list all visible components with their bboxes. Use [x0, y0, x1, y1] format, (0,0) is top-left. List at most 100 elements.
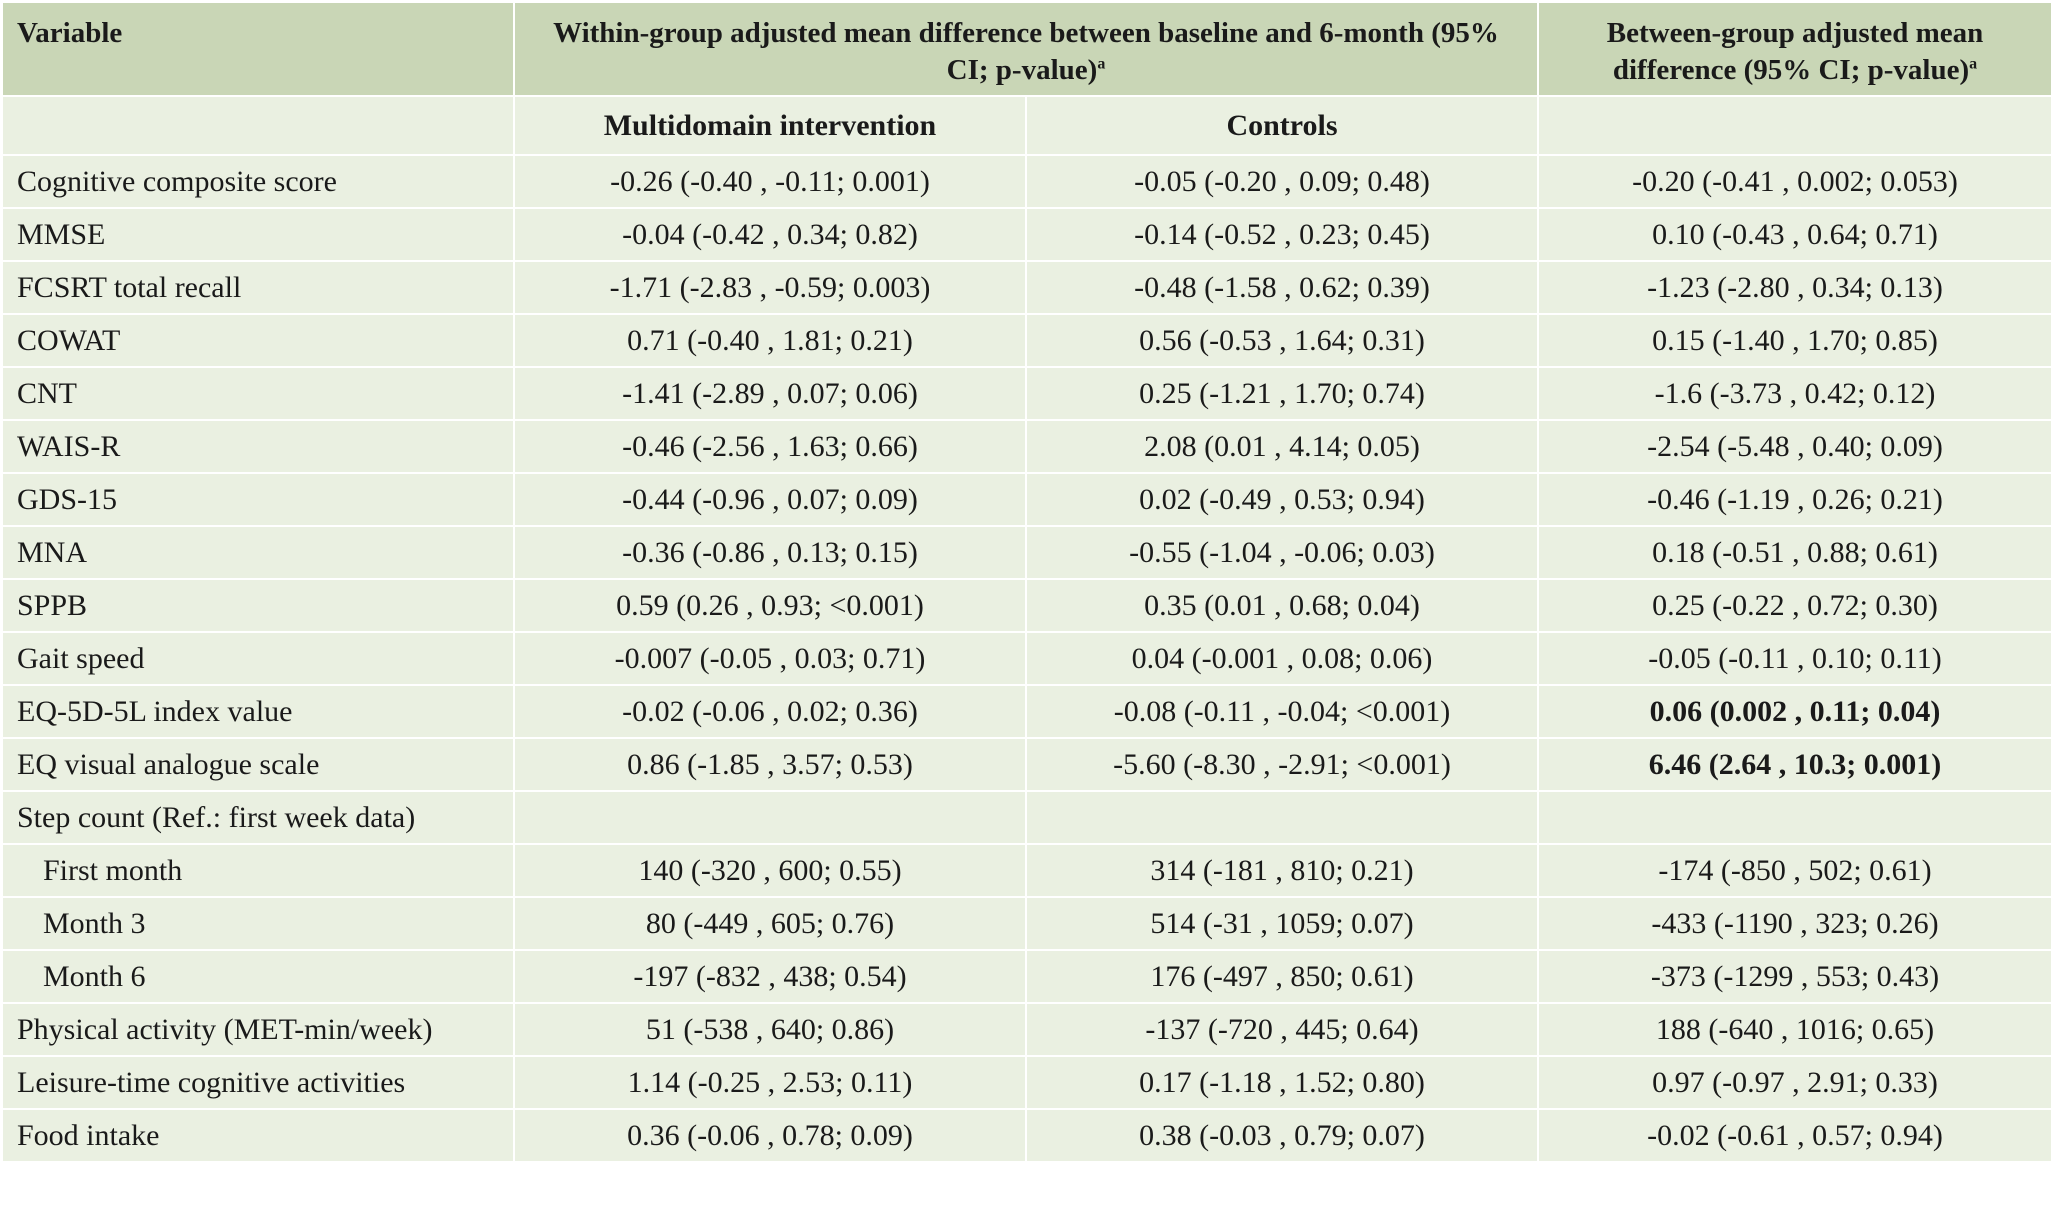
cell-intervention: -1.71 (-2.83 , -0.59; 0.003): [513, 260, 1027, 315]
row-label: FCSRT total recall: [1, 260, 515, 315]
row-label: EQ visual analogue scale: [1, 737, 515, 792]
cell-intervention: 1.14 (-0.25 , 2.53; 0.11): [513, 1055, 1027, 1110]
table-row: Food intake 0.36 (-0.06 , 0.78; 0.09) 0.38…: [1, 1108, 2052, 1163]
row-label: Food intake: [1, 1108, 515, 1163]
cell-controls: 0.35 (0.01 , 0.68; 0.04): [1025, 578, 1539, 633]
subheader-controls: Controls: [1025, 95, 1539, 156]
cell-between: 6.46 (2.64 , 10.3; 0.001): [1537, 737, 2052, 792]
cell-between: 0.97 (-0.97 , 2.91; 0.33): [1537, 1055, 2052, 1110]
row-label: MNA: [1, 525, 515, 580]
cell-controls: 2.08 (0.01 , 4.14; 0.05): [1025, 419, 1539, 474]
cell-controls: -0.05 (-0.20 , 0.09; 0.48): [1025, 154, 1539, 209]
table-row: WAIS-R -0.46 (-2.56 , 1.63; 0.66) 2.08 (0.…: [1, 419, 2052, 474]
cell-intervention: -0.26 (-0.40 , -0.11; 0.001): [513, 154, 1027, 209]
row-label: COWAT: [1, 313, 515, 368]
table-row: Step count (Ref.: first week data): [1, 790, 2052, 845]
cell-between: [1537, 790, 2052, 845]
cell-between: -174 (-850 , 502; 0.61): [1537, 843, 2052, 898]
table-row: MMSE -0.04 (-0.42 , 0.34; 0.82) -0.14 (-0.…: [1, 207, 2052, 262]
cell-between: -0.20 (-0.41 , 0.002; 0.053): [1537, 154, 2052, 209]
cell-intervention: -0.46 (-2.56 , 1.63; 0.66): [513, 419, 1027, 474]
footnote-marker-within: a: [1097, 55, 1106, 73]
table-row: GDS-15 -0.44 (-0.96 , 0.07; 0.09) 0.02 (-0…: [1, 472, 2052, 527]
row-label: Physical activity (MET-min/week): [1, 1002, 515, 1057]
subheader-empty: [1, 95, 515, 156]
cell-controls: -0.14 (-0.52 , 0.23; 0.45): [1025, 207, 1539, 262]
table-row: SPPB 0.59 (0.26 , 0.93; <0.001) 0.35 (0.01…: [1, 578, 2052, 633]
cell-controls: -0.08 (-0.11 , -0.04; <0.001): [1025, 684, 1539, 739]
table-row: Leisure-time cognitive activities 1.14 (-…: [1, 1055, 2052, 1110]
row-label: Gait speed: [1, 631, 515, 686]
cell-between: -2.54 (-5.48 , 0.40; 0.09): [1537, 419, 2052, 474]
header-row: Variable Within-group adjusted mean diff…: [1, 1, 2052, 97]
row-label: EQ-5D-5L index value: [1, 684, 515, 739]
row-label: First month: [1, 843, 515, 898]
cell-between: -0.46 (-1.19 , 0.26; 0.21): [1537, 472, 2052, 527]
cell-controls: 0.02 (-0.49 , 0.53; 0.94): [1025, 472, 1539, 527]
row-label: Month 3: [1, 896, 515, 951]
subheader-empty-between: [1537, 95, 2052, 156]
cell-controls: -0.55 (-1.04 , -0.06; 0.03): [1025, 525, 1539, 580]
cell-intervention: 80 (-449 , 605; 0.76): [513, 896, 1027, 951]
cell-between: 0.25 (-0.22 , 0.72; 0.30): [1537, 578, 2052, 633]
cell-controls: 0.17 (-1.18 , 1.52; 0.80): [1025, 1055, 1539, 1110]
cell-between: 0.10 (-0.43 , 0.64; 0.71): [1537, 207, 2052, 262]
cell-between: -433 (-1190 , 323; 0.26): [1537, 896, 2052, 951]
cell-between: 0.15 (-1.40 , 1.70; 0.85): [1537, 313, 2052, 368]
cell-between: -373 (-1299 , 553; 0.43): [1537, 949, 2052, 1004]
row-label: Step count (Ref.: first week data): [1, 790, 515, 845]
cell-controls: 0.56 (-0.53 , 1.64; 0.31): [1025, 313, 1539, 368]
cell-controls: -0.48 (-1.58 , 0.62; 0.39): [1025, 260, 1539, 315]
cell-controls: 514 (-31 , 1059; 0.07): [1025, 896, 1539, 951]
row-label: MMSE: [1, 207, 515, 262]
cell-intervention: 51 (-538 , 640; 0.86): [513, 1002, 1027, 1057]
cell-intervention: -0.44 (-0.96 , 0.07; 0.09): [513, 472, 1027, 527]
cell-intervention: -0.36 (-0.86 , 0.13; 0.15): [513, 525, 1027, 580]
cell-intervention: 0.36 (-0.06 , 0.78; 0.09): [513, 1108, 1027, 1163]
cell-between: 188 (-640 , 1016; 0.65): [1537, 1002, 2052, 1057]
cell-intervention: 0.86 (-1.85 , 3.57; 0.53): [513, 737, 1027, 792]
table-row: First month 140 (-320 , 600; 0.55) 314 (-1…: [1, 843, 2052, 898]
row-label: WAIS-R: [1, 419, 515, 474]
header-between-text: Between-group adjusted mean difference (…: [1606, 17, 1984, 86]
row-label: Cognitive composite score: [1, 154, 515, 209]
header-between-group: Between-group adjusted mean difference (…: [1537, 1, 2052, 97]
cell-intervention: 140 (-320 , 600; 0.55): [513, 843, 1027, 898]
cell-between: -1.23 (-2.80 , 0.34; 0.13): [1537, 260, 2052, 315]
row-label: Month 6: [1, 949, 515, 1004]
table-row: CNT -1.41 (-2.89 , 0.07; 0.06) 0.25 (-1.21…: [1, 366, 2052, 421]
cell-intervention: -0.02 (-0.06 , 0.02; 0.36): [513, 684, 1027, 739]
table-row: Gait speed -0.007 (-0.05 , 0.03; 0.71) 0.0…: [1, 631, 2052, 686]
row-label: Leisure-time cognitive activities: [1, 1055, 515, 1110]
cell-controls: 314 (-181 , 810; 0.21): [1025, 843, 1539, 898]
cell-intervention: 0.59 (0.26 , 0.93; <0.001): [513, 578, 1027, 633]
cell-controls: -137 (-720 , 445; 0.64): [1025, 1002, 1539, 1057]
table-row: Month 6 -197 (-832 , 438; 0.54) 176 (-497 …: [1, 949, 2052, 1004]
table-row: Month 3 80 (-449 , 605; 0.76) 514 (-31 , 1…: [1, 896, 2052, 951]
row-label: CNT: [1, 366, 515, 421]
subheader-intervention: Multidomain intervention: [513, 95, 1027, 156]
cell-controls: 0.25 (-1.21 , 1.70; 0.74): [1025, 366, 1539, 421]
cell-between: -1.6 (-3.73 , 0.42; 0.12): [1537, 366, 2052, 421]
header-within-text: Within-group adjusted mean difference be…: [553, 17, 1499, 86]
cell-intervention: -1.41 (-2.89 , 0.07; 0.06): [513, 366, 1027, 421]
cell-between: -0.05 (-0.11 , 0.10; 0.11): [1537, 631, 2052, 686]
subheader-row: Multidomain intervention Controls: [1, 95, 2052, 156]
cell-controls: -5.60 (-8.30 , -2.91; <0.001): [1025, 737, 1539, 792]
cell-intervention: [513, 790, 1027, 845]
row-label: GDS-15: [1, 472, 515, 527]
table-row: EQ-5D-5L index value -0.02 (-0.06 , 0.02;…: [1, 684, 2052, 739]
table-row: Physical activity (MET-min/week) 51 (-538…: [1, 1002, 2052, 1057]
header-variable: Variable: [1, 1, 515, 97]
cell-intervention: -0.04 (-0.42 , 0.34; 0.82): [513, 207, 1027, 262]
cell-between: 0.18 (-0.51 , 0.88; 0.61): [1537, 525, 2052, 580]
cell-intervention: 0.71 (-0.40 , 1.81; 0.21): [513, 313, 1027, 368]
header-within-group: Within-group adjusted mean difference be…: [513, 1, 1539, 97]
table-row: MNA -0.36 (-0.86 , 0.13; 0.15) -0.55 (-1.0…: [1, 525, 2052, 580]
table-row: EQ visual analogue scale 0.86 (-1.85 , 3.…: [1, 737, 2052, 792]
cell-intervention: -0.007 (-0.05 , 0.03; 0.71): [513, 631, 1027, 686]
footnote-marker-between: a: [1969, 55, 1978, 73]
results-table: Variable Within-group adjusted mean diff…: [1, 1, 2052, 1163]
table-row: FCSRT total recall -1.71 (-2.83 , -0.59; …: [1, 260, 2052, 315]
table-row: COWAT 0.71 (-0.40 , 1.81; 0.21) 0.56 (-0.5…: [1, 313, 2052, 368]
